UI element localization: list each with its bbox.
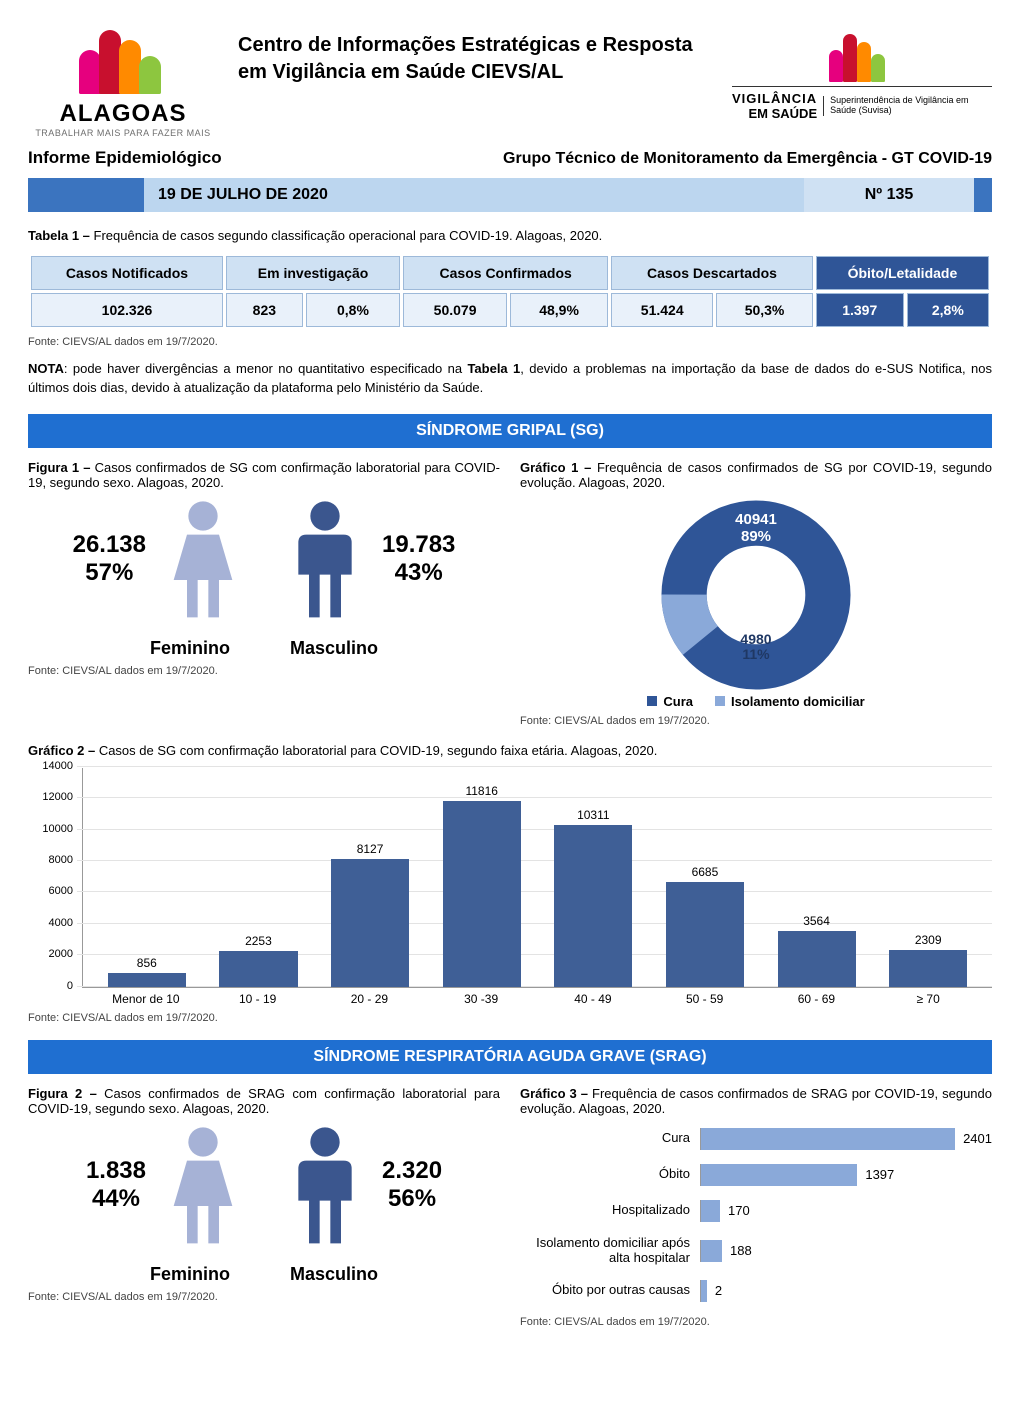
subhead-left: Informe Epidemiológico [28,148,222,168]
fig1-fem-n: 26.138 [73,532,146,558]
fig2-fem-pct: 44% [86,1185,146,1213]
fig1-source: Fonte: CIEVS/AL dados em 19/7/2020. [28,665,500,677]
fig2-fem-lbl: Feminino [150,1264,230,1285]
td-notificados: 102.326 [31,293,223,327]
female-icon [160,1126,246,1246]
hbar-2: Hospitalizado170 [520,1200,992,1222]
fig2-masc-pct: 56% [382,1185,442,1213]
tabela1-caption: Tabela 1 – Frequência de casos segundo c… [28,228,992,243]
td-inv-p: 0,8% [306,293,400,327]
hbar-0: Cura2401 [520,1128,992,1150]
bar-5: 6685 [649,865,761,987]
fig2-masc-n: 2.320 [382,1158,442,1184]
date-bar: 19 DE JULHO DE 2020 Nº 135 [28,178,992,212]
hbar-1: Óbito1397 [520,1164,992,1186]
tabela1: Casos Notificados Em investigação Casos … [28,253,992,330]
graf2-source: Fonte: CIEVS/AL dados em 19/7/2020. [28,1012,992,1024]
donut-legend: Cura Isolamento domiciliar [520,694,992,709]
bar-2: 8127 [314,842,426,987]
report-number: Nº 135 [804,178,974,212]
graf3-source: Fonte: CIEVS/AL dados em 19/7/2020. [520,1316,992,1328]
brand-tagline: TRABALHAR MAIS PARA FAZER MAIS [28,128,218,138]
hbar-3: Isolamento domiciliar após alta hospital… [520,1236,992,1266]
td-desc-p: 50,3% [716,293,813,327]
grafico2-caption: Gráfico 2 – Casos de SG com confirmação … [28,743,992,758]
th-obito: Óbito/Letalidade [816,256,989,290]
fig2-fem-n: 1.838 [86,1158,146,1184]
logo-vigilancia: VIGILÂNCIA EM SAÚDE Superintendência de … [732,24,992,121]
fig1-fem-lbl: Feminino [150,638,230,659]
fig1-masc-lbl: Masculino [290,638,378,659]
male-icon [282,1126,368,1246]
sg-section-title: SÍNDROME GRIPAL (SG) [28,414,992,448]
td-inv-n: 823 [226,293,303,327]
fig1-fem-pct: 57% [73,559,146,587]
th-descartados: Casos Descartados [611,256,813,290]
vig-line2: EM SAÚDE [732,106,817,121]
td-conf-n: 50.079 [403,293,507,327]
header: ALAGOAS TRABALHAR MAIS PARA FAZER MAIS C… [28,24,992,138]
nota: NOTA: pode haver divergências a menor no… [28,360,992,398]
graf1-source: Fonte: CIEVS/AL dados em 19/7/2020. [520,715,992,727]
hbar-4: Óbito por outras causas2 [520,1280,992,1302]
tabela1-source: Fonte: CIEVS/AL dados em 19/7/2020. [28,336,992,348]
bar-7: 2309 [872,933,984,986]
td-conf-p: 48,9% [510,293,608,327]
srag-section-title: SÍNDROME RESPIRATÓRIA AGUDA GRAVE (SRAG) [28,1040,992,1074]
subhead-right: Grupo Técnico de Monitoramento da Emergê… [503,150,992,168]
td-ob-n: 1.397 [816,293,904,327]
td-ob-p: 2,8% [907,293,989,327]
center-title: Centro de Informações Estratégicas e Res… [238,24,712,86]
vig-sub: Superintendência de Vigilância em Saúde … [823,96,992,116]
grafico3: Gráfico 3 – Frequência de casos confirma… [520,1086,992,1328]
fig1-masc-n: 19.783 [382,532,455,558]
brand-text: ALAGOAS [28,100,218,128]
th-notificados: Casos Notificados [31,256,223,290]
center-title-text: Centro de Informações Estratégicas e Res… [238,32,712,86]
fig1-masc-pct: 43% [382,559,455,587]
grafico1: Gráfico 1 – Frequência de casos confirma… [520,460,992,727]
fig2-source: Fonte: CIEVS/AL dados em 19/7/2020. [28,1291,500,1303]
td-desc-n: 51.424 [611,293,713,327]
bar-4: 10311 [538,808,650,987]
bar-3: 11816 [426,784,538,987]
donut-main-label: 4094189% [735,511,777,546]
grafico2: 0200040006000800010000120001400085622538… [28,768,992,1006]
subhead: Informe Epidemiológico Grupo Técnico de … [28,148,992,168]
bar-1: 2253 [203,934,315,986]
female-icon [160,500,246,620]
fig2-masc-lbl: Masculino [290,1264,378,1285]
donut-small-label: 498011% [740,632,771,663]
bar-6: 3564 [761,914,873,987]
report-date: 19 DE JULHO DE 2020 [144,178,804,212]
male-icon [282,500,368,620]
th-investigacao: Em investigação [226,256,400,290]
vig-line1: VIGILÂNCIA [732,91,817,106]
logo-alagoas: ALAGOAS TRABALHAR MAIS PARA FAZER MAIS [28,24,218,138]
th-confirmados: Casos Confirmados [403,256,608,290]
figura1: Figura 1 – Casos confirmados de SG com c… [28,460,500,727]
figura2: Figura 2 – Casos confirmados de SRAG com… [28,1086,500,1328]
bar-0: 856 [91,956,203,986]
